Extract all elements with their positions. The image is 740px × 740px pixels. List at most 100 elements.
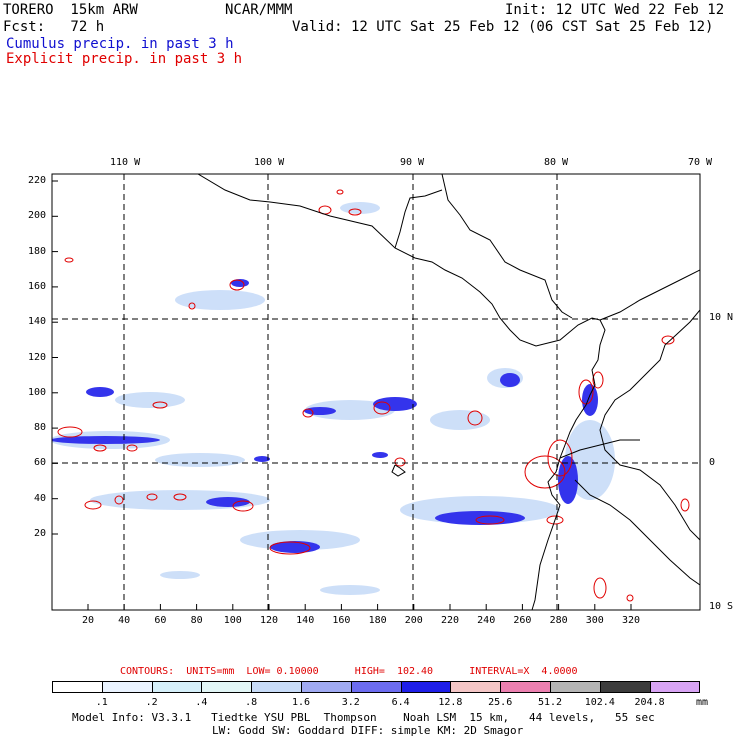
y-tick-label: 160 (27, 280, 46, 292)
precip-area (254, 456, 270, 462)
x-tick-label: 200 (404, 615, 423, 626)
colorbar-label: 102.4 (584, 697, 615, 708)
explicit-contour (114, 495, 124, 505)
precip-area (372, 452, 388, 458)
country-border (599, 309, 700, 541)
y-tick-label: 140 (27, 316, 46, 328)
explicit-contour (173, 493, 187, 501)
precip-area (305, 400, 395, 420)
x-tick-label: 280 (549, 615, 568, 626)
colorbar-label: 6.4 (391, 697, 410, 708)
x-tick-label: 160 (332, 615, 351, 626)
precip-area (500, 373, 520, 387)
explicit-contour (593, 577, 607, 599)
colorbar-swatch (201, 681, 253, 693)
precip-area (304, 407, 336, 415)
precip-area (240, 530, 360, 550)
explicit-contour (546, 515, 564, 525)
explicit-contour (592, 371, 604, 389)
lat-label: 0 (709, 457, 716, 468)
colorbar-swatch (450, 681, 502, 693)
precip-area (270, 541, 320, 553)
forecast-hour: Fcst: 72 h (3, 19, 105, 35)
colorbar-swatch (301, 681, 352, 693)
lon-label: 70 W (688, 157, 713, 168)
model-title: TORERO 15km ARW (3, 2, 138, 18)
lat-label: 10 S (709, 601, 734, 612)
colorbar-label: 3.2 (341, 697, 360, 708)
explicit-contour (475, 515, 505, 525)
physics-info: LW: Godd SW: Goddard DIFF: simple KM: 2D… (212, 724, 524, 737)
valid-time: Valid: 12 UTC Sat 25 Feb 12 (06 CST Sat … (292, 19, 714, 35)
lon-label: 80 W (544, 157, 569, 168)
colorbar-label: 51.2 (537, 697, 563, 708)
precip-area (175, 290, 265, 310)
precip-area (155, 453, 245, 467)
colorbar-label: .8 (245, 697, 258, 708)
y-tick-label: 120 (27, 351, 46, 363)
x-tick-label: 320 (621, 615, 641, 626)
x-tick-label: 260 (513, 615, 532, 626)
y-tick-label: 40 (33, 492, 46, 504)
x-tick-label: 300 (585, 615, 604, 626)
x-tick-label: 80 (190, 615, 203, 626)
precip-area (86, 387, 114, 397)
colorbar-swatch (350, 681, 402, 693)
model-info: Model Info: V3.3.1 Tiedtke YSU PBL Thomp… (72, 711, 655, 724)
coastline (441, 174, 573, 319)
contours-info: CONTOURS: UNITS=mm LOW= 0.10000 HIGH= 10… (120, 666, 578, 677)
x-tick-label: 140 (296, 615, 315, 626)
country-border (559, 439, 640, 459)
colorbar-swatch (251, 681, 302, 693)
country-border (574, 479, 700, 586)
precip-area (52, 436, 160, 444)
explicit-contour (269, 541, 311, 555)
precip-area (320, 585, 380, 595)
colorbar-unit: mm (696, 697, 709, 708)
precip-area (340, 202, 380, 214)
map-frame (51, 173, 701, 611)
x-tick-label: 60 (154, 615, 167, 626)
colorbar-label: .2 (145, 697, 158, 708)
colorbar-label: 12.8 (438, 697, 463, 708)
y-tick-label: 60 (33, 457, 46, 469)
precip-area (558, 456, 578, 504)
colorbar-label: 1.6 (291, 697, 311, 708)
x-tick-label: 180 (368, 615, 387, 626)
explicit-contour (64, 257, 74, 263)
organization-label: NCAR/MMM (225, 2, 293, 18)
y-tick-label: 220 (27, 175, 46, 186)
coastline (197, 174, 601, 347)
explicit-contour (467, 410, 483, 426)
explicit-contour (680, 498, 690, 512)
legend-explicit-precip: Explicit precip. in past 3 h (6, 51, 243, 67)
map-background (52, 174, 700, 610)
colorbar-swatch (151, 681, 203, 693)
y-tick-label: 180 (27, 245, 46, 257)
explicit-contour (524, 455, 566, 489)
explicit-contour (336, 189, 344, 195)
lon-label: 100 W (254, 157, 285, 168)
precip-area (115, 392, 185, 408)
colorbar-label: .4 (195, 697, 208, 708)
colorbar-swatch (400, 681, 452, 693)
y-tick-label: 200 (27, 210, 46, 222)
lon-label: 90 W (400, 157, 425, 168)
colorbar-label: 25.6 (488, 697, 513, 708)
x-tick-label: 240 (477, 615, 496, 626)
precip-fields (52, 174, 700, 610)
coastline (531, 319, 606, 610)
explicit-contour (84, 500, 102, 510)
x-tick-label: 220 (440, 615, 460, 626)
coastline (391, 464, 406, 477)
precip-area (373, 397, 417, 411)
explicit-contour (188, 302, 196, 310)
explicit-contour (152, 401, 168, 409)
explicit-contour (302, 408, 314, 418)
x-tick-label: 40 (118, 615, 131, 626)
precip-area (582, 384, 598, 416)
coastline (599, 269, 700, 321)
colorbar-swatch (101, 681, 153, 693)
colorbar-label: 204.8 (634, 697, 665, 708)
precip-area (206, 497, 250, 507)
